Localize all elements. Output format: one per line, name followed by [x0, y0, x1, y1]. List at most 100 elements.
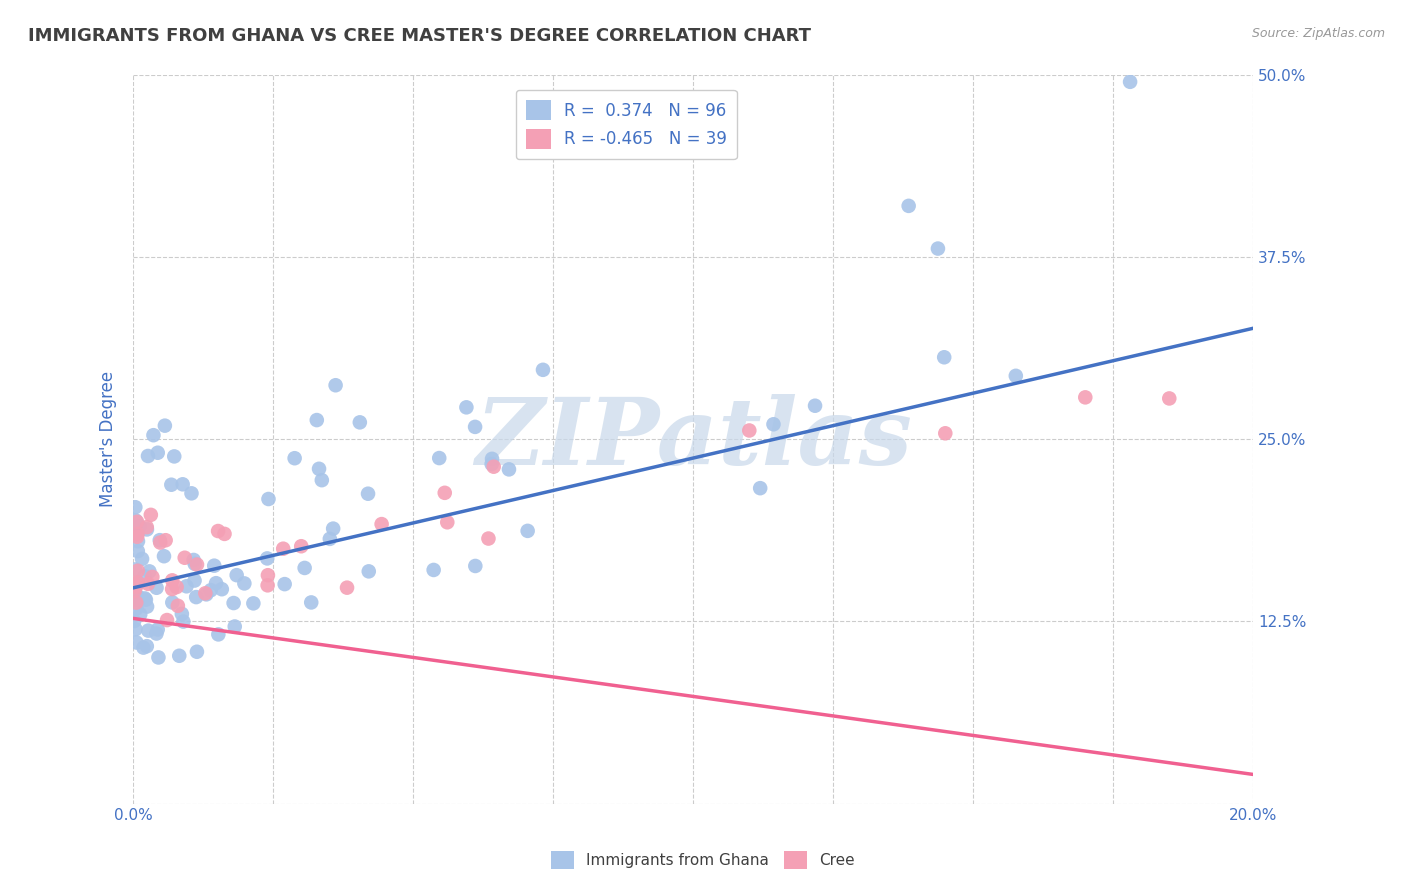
Point — [222, 596, 245, 610]
Point — [183, 574, 205, 588]
Point — [125, 580, 148, 594]
Point — [498, 462, 520, 476]
Point — [357, 565, 380, 579]
Point — [162, 595, 184, 609]
Point — [127, 575, 149, 590]
Point — [370, 517, 392, 532]
Point — [136, 523, 159, 537]
Point — [153, 549, 176, 564]
Point — [290, 539, 312, 553]
Point — [305, 413, 328, 427]
Point — [166, 599, 188, 613]
Point — [153, 418, 176, 433]
Point — [167, 648, 190, 663]
Point — [207, 627, 229, 641]
Point — [127, 544, 149, 558]
Point — [762, 417, 785, 432]
Point — [749, 481, 772, 495]
Point — [186, 590, 208, 604]
Point — [162, 574, 184, 588]
Point — [195, 587, 218, 601]
Point — [163, 450, 186, 464]
Point — [127, 575, 149, 590]
Point — [122, 614, 145, 628]
Point — [256, 551, 278, 566]
Point — [183, 557, 205, 571]
Point — [124, 562, 146, 576]
Point — [308, 462, 330, 476]
Point — [125, 592, 148, 607]
Point — [124, 584, 146, 599]
Point — [294, 561, 316, 575]
Point — [284, 451, 307, 466]
Point — [433, 485, 456, 500]
Point — [135, 639, 157, 653]
Point — [132, 640, 155, 655]
Point — [125, 596, 148, 610]
Point — [299, 595, 322, 609]
Point — [145, 581, 167, 595]
Point — [325, 378, 347, 392]
Point — [224, 619, 246, 633]
Point — [166, 580, 188, 594]
Point — [136, 449, 159, 463]
Point — [142, 428, 165, 442]
Point — [134, 591, 156, 606]
Point — [516, 524, 538, 538]
Point — [127, 527, 149, 541]
Point — [242, 596, 264, 610]
Point — [138, 565, 160, 579]
Point — [136, 624, 159, 638]
Point — [146, 623, 169, 637]
Point — [149, 535, 172, 549]
Point — [131, 552, 153, 566]
Point — [273, 577, 295, 591]
Point — [897, 199, 920, 213]
Point — [934, 426, 956, 441]
Point — [145, 626, 167, 640]
Point — [1004, 368, 1026, 383]
Point — [311, 473, 333, 487]
Point — [136, 599, 159, 614]
Legend: Immigrants from Ghana, Cree: Immigrants from Ghana, Cree — [546, 845, 860, 875]
Point — [531, 363, 554, 377]
Point — [336, 581, 359, 595]
Legend: R =  0.374   N = 96, R = -0.465   N = 39: R = 0.374 N = 96, R = -0.465 N = 39 — [516, 90, 737, 159]
Point — [183, 553, 205, 567]
Point — [122, 577, 145, 591]
Point — [436, 516, 458, 530]
Y-axis label: Master's Degree: Master's Degree — [100, 371, 117, 508]
Point — [170, 607, 193, 621]
Point — [136, 577, 159, 591]
Point — [322, 522, 344, 536]
Point — [233, 576, 256, 591]
Text: Source: ZipAtlas.com: Source: ZipAtlas.com — [1251, 27, 1385, 40]
Point — [927, 242, 949, 256]
Text: ZIPatlas: ZIPatlas — [475, 394, 912, 484]
Point — [186, 645, 208, 659]
Point — [127, 534, 149, 549]
Point — [357, 486, 380, 500]
Point — [128, 591, 150, 605]
Point — [127, 530, 149, 544]
Point — [738, 424, 761, 438]
Point — [257, 491, 280, 506]
Point — [194, 586, 217, 600]
Point — [464, 420, 486, 434]
Point — [202, 558, 225, 573]
Point — [180, 486, 202, 500]
Text: IMMIGRANTS FROM GHANA VS CREE MASTER'S DEGREE CORRELATION CHART: IMMIGRANTS FROM GHANA VS CREE MASTER'S D… — [28, 27, 811, 45]
Point — [128, 519, 150, 533]
Point — [149, 533, 172, 548]
Point — [214, 527, 236, 541]
Point — [211, 582, 233, 597]
Point — [172, 615, 194, 629]
Point — [141, 570, 163, 584]
Point — [125, 635, 148, 649]
Point — [1159, 392, 1181, 406]
Point — [200, 583, 222, 598]
Point — [319, 532, 342, 546]
Point — [481, 457, 503, 471]
Point — [1119, 75, 1142, 89]
Point — [256, 578, 278, 592]
